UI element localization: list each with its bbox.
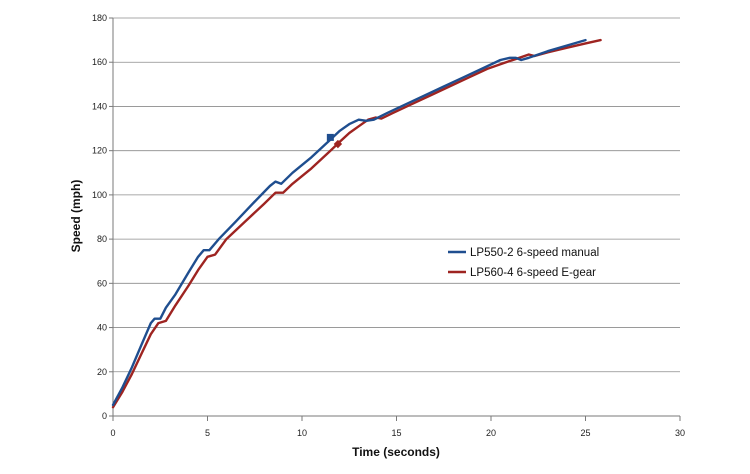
y-tick-label: 40 bbox=[97, 323, 107, 333]
legend: LP550-2 6-speed manual LP560-4 6-speed E… bbox=[448, 247, 599, 279]
y-tick-label: 100 bbox=[92, 190, 107, 200]
series-line-lp560-4 bbox=[111, 38, 602, 409]
series-marker-lp560-4 bbox=[333, 139, 343, 149]
legend-label-lp550-2: LP550-2 6-speed manual bbox=[470, 247, 599, 259]
x-tick-label: 5 bbox=[205, 428, 210, 438]
legend-label-lp560-4: LP560-4 6-speed E-gear bbox=[470, 267, 596, 279]
series-markers bbox=[326, 133, 343, 149]
y-tick-label: 160 bbox=[92, 57, 107, 67]
series-line-lp550-2 bbox=[111, 38, 587, 407]
gridlines bbox=[113, 17, 680, 417]
y-tick-label: 60 bbox=[97, 278, 107, 288]
series-lines bbox=[111, 38, 602, 409]
y-tick-label: 80 bbox=[97, 234, 107, 244]
x-tick-label: 10 bbox=[297, 428, 307, 438]
y-tick-label: 140 bbox=[92, 101, 107, 111]
y-tick-label: 180 bbox=[92, 13, 107, 23]
x-tick-label: 30 bbox=[675, 428, 685, 438]
y-tick-label: 20 bbox=[97, 367, 107, 377]
y-tick-label: 0 bbox=[102, 411, 107, 421]
x-axis-title: Time (seconds) bbox=[352, 445, 440, 459]
y-axis-title: Speed (mph) bbox=[69, 180, 83, 253]
x-tick-label: 15 bbox=[391, 428, 401, 438]
x-tick-label: 0 bbox=[110, 428, 115, 438]
x-tick-label: 20 bbox=[486, 428, 496, 438]
y-tick-label: 120 bbox=[92, 146, 107, 156]
axes: 0 20 40 60 80 100 120 140 160 180 0 5 10 15 20 25 30 bbox=[92, 13, 685, 438]
series-marker-lp550-2 bbox=[326, 133, 334, 141]
x-tick-label: 25 bbox=[580, 428, 590, 438]
